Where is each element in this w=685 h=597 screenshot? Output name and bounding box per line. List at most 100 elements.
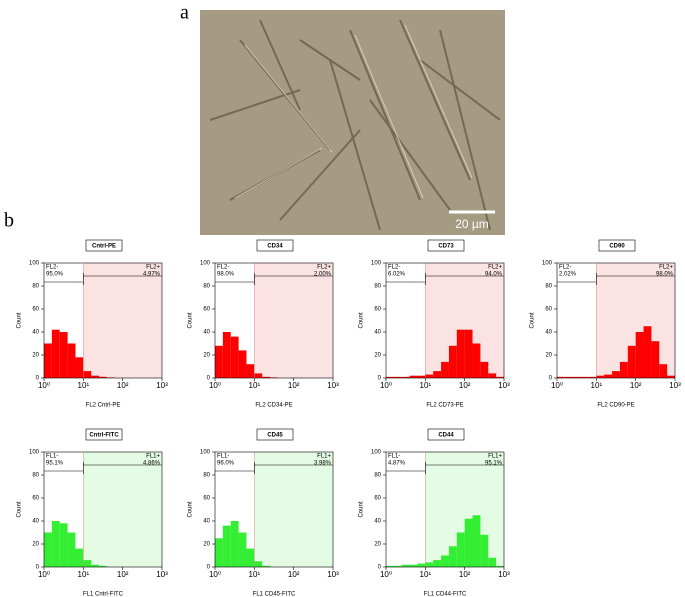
y-axis-label: Count	[359, 501, 365, 517]
y-tick-label: 0	[549, 376, 553, 382]
y-tick-label: 100	[29, 261, 40, 267]
histogram-bar	[262, 565, 271, 567]
histogram-bar	[417, 375, 426, 378]
y-tick-label: 80	[32, 284, 39, 290]
histogram-bar	[572, 376, 581, 378]
histogram-bar	[99, 565, 107, 567]
histogram-bar	[222, 525, 231, 567]
y-tick-label: 60	[203, 307, 210, 313]
histogram-bar	[246, 364, 255, 378]
histogram-bar	[59, 332, 68, 378]
histogram-bar	[448, 345, 457, 378]
x-tick-label: 10³	[327, 381, 339, 390]
y-tick-label: 100	[371, 261, 382, 267]
gate-percent: 4.87%	[388, 461, 406, 467]
histogram-bar	[464, 329, 473, 378]
gate-percent: 98.0%	[656, 272, 674, 278]
gate-name: FL2-	[217, 265, 229, 271]
y-tick-label: 0	[378, 376, 382, 382]
y-tick-label: 20	[203, 542, 210, 548]
histogram-bar	[580, 376, 589, 378]
histogram-bar	[386, 376, 394, 378]
x-axis-label: FL1 CD45-FITC	[253, 592, 296, 597]
chart-title: CD34	[267, 244, 283, 250]
x-tick-label: 10²	[459, 570, 471, 579]
histogram-bar	[254, 373, 263, 378]
panel-label: a	[180, 2, 189, 24]
histogram-bar	[651, 341, 660, 378]
histogram-bar	[635, 332, 644, 378]
y-tick-label: 80	[203, 473, 210, 479]
y-tick-label: 100	[200, 450, 211, 456]
y-tick-label: 40	[374, 330, 381, 336]
histogram-bar	[480, 534, 489, 567]
title-box	[256, 428, 294, 441]
histogram-bar	[619, 361, 628, 378]
y-tick-label: 20	[374, 542, 381, 548]
x-axis-label: FL2 CD73-PE	[426, 403, 463, 409]
histogram-panel: CD45 FL1-96.0% FL1+3.98% 0 20 40 60 80 100 10⁰ 10¹…	[188, 428, 339, 597]
histogram-bar	[488, 373, 497, 378]
chart-title: CD45	[267, 433, 283, 439]
y-tick-label: 100	[542, 261, 553, 267]
y-tick-label: 80	[545, 284, 552, 290]
gate-percent: 95.1%	[485, 461, 503, 467]
title-box	[598, 239, 636, 252]
y-tick-label: 80	[203, 284, 210, 290]
histogram-panel: CD73 FL2-6.02% FL2+94.0% 0 20 40 60 80 100 10⁰ 10¹…	[359, 239, 510, 409]
y-tick-label: 20	[203, 353, 210, 359]
histogram-bar	[448, 546, 457, 567]
y-tick-label: 80	[374, 473, 381, 479]
histogram-bar	[401, 376, 410, 378]
y-tick-label: 0	[36, 565, 40, 571]
histogram-bar	[51, 521, 60, 567]
gate-percent: 4.97%	[143, 272, 161, 278]
gate-name: FL1+	[317, 454, 331, 460]
gate-name: FL1+	[146, 454, 160, 460]
x-axis-label: FL2 Cntrl-PE	[86, 403, 121, 409]
y-axis-label: Count	[188, 501, 194, 517]
gate-region	[83, 452, 162, 567]
y-axis-label: Count	[359, 312, 365, 328]
histogram-bar	[588, 376, 597, 378]
x-tick-label: 10³	[498, 381, 510, 390]
x-tick-label: 10³	[669, 381, 681, 390]
x-tick-label: 10⁰	[38, 381, 50, 390]
x-tick-label: 10⁰	[380, 381, 392, 390]
x-tick-label: 10²	[288, 381, 300, 390]
x-tick-label: 10²	[117, 381, 129, 390]
histogram-bar	[441, 361, 449, 378]
gate-region	[254, 452, 333, 567]
histogram-bar	[75, 548, 84, 567]
histogram-bar	[230, 336, 239, 378]
gate-percent: 4.86%	[143, 461, 161, 467]
histogram-bar	[67, 343, 76, 378]
gate-percent: 95.1%	[46, 461, 64, 467]
y-tick-label: 20	[32, 353, 39, 359]
histogram-bar	[230, 521, 239, 567]
chart-title: CD73	[438, 244, 454, 250]
cell-highlights	[234, 24, 473, 199]
y-tick-label: 60	[203, 496, 210, 502]
chart-title: Cntrl-PE	[92, 244, 116, 250]
histogram-bar	[604, 374, 613, 378]
x-tick-label: 10¹	[249, 570, 261, 579]
gate-region	[83, 263, 162, 378]
histogram-bar	[612, 371, 620, 378]
histogram-bar	[83, 560, 92, 567]
histogram-panel: CD90 FL2-2.02% FL2+98.0% 0 20 40 60 80 100 10⁰ 10¹…	[530, 239, 681, 409]
histogram-bar	[67, 532, 76, 567]
title-box	[85, 428, 123, 441]
y-axis-label: Count	[17, 501, 23, 517]
y-tick-label: 60	[32, 496, 39, 502]
histogram-bar	[409, 564, 418, 567]
histogram-bar	[386, 565, 394, 567]
panel-label: b	[4, 210, 14, 232]
histogram-bar	[557, 376, 565, 378]
y-axis-label: Count	[17, 312, 23, 328]
gate-region	[254, 263, 333, 378]
histogram-panel: CD34 FL2-98.0% FL2+2.00% 0 20 40 60 80 100 10⁰ 10¹…	[188, 239, 339, 409]
histogram-bar	[667, 375, 675, 378]
histogram-bar	[596, 375, 605, 378]
x-tick-label: 10³	[156, 570, 168, 579]
